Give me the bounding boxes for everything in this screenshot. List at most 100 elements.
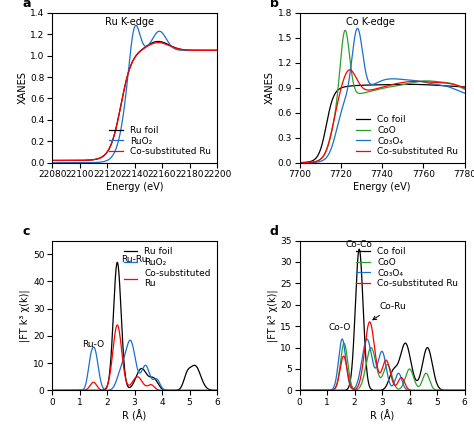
Co-substituted Ru — [457, 388, 463, 393]
X-axis label: Energy (eV): Energy (eV) — [353, 182, 411, 192]
Legend: Co foil, CoO, Co₃O₄, Co-substituted Ru: Co foil, CoO, Co₃O₄, Co-substituted Ru — [355, 113, 460, 158]
Ru foil — [115, 260, 120, 265]
Co-substituted
Ru — [129, 379, 135, 384]
Co foil — [377, 82, 383, 88]
Co-substituted
Ru — [49, 388, 55, 393]
CoO — [457, 84, 463, 89]
Co₃O₄ — [457, 388, 463, 393]
Co-substituted
Ru — [58, 388, 64, 393]
Co foil — [305, 388, 311, 393]
Co foil — [297, 388, 302, 393]
Co foil — [427, 349, 432, 354]
Co foil — [297, 160, 302, 165]
Line: RuO₂: RuO₂ — [52, 340, 217, 390]
Ru foil — [179, 382, 185, 387]
RuO₂ — [210, 388, 215, 393]
CoO — [297, 388, 302, 393]
Co₃O₄ — [377, 79, 383, 84]
Co₃O₄ — [355, 26, 360, 31]
Co-substituted Ru — [210, 48, 215, 53]
Co₃O₄ — [427, 388, 432, 393]
Co-substituted Ru — [457, 388, 463, 393]
CoO — [341, 341, 347, 346]
Co-substituted Ru — [297, 388, 302, 393]
Text: Ru K-edge: Ru K-edge — [105, 17, 154, 27]
RuO₂ — [210, 48, 215, 53]
Co₃O₄ — [462, 388, 467, 393]
Co-substituted Ru — [427, 79, 432, 85]
Co foil — [407, 82, 412, 87]
Co-substituted
Ru — [210, 388, 215, 393]
X-axis label: R (Å): R (Å) — [122, 410, 147, 421]
Co foil — [356, 247, 362, 252]
Text: d: d — [270, 225, 279, 238]
Co-substituted
Ru — [115, 323, 120, 328]
Text: Ru-O: Ru-O — [82, 340, 104, 349]
Co-substituted Ru — [129, 59, 135, 64]
Ru foil — [129, 382, 135, 387]
Co-substituted Ru — [347, 67, 353, 73]
Co-substituted Ru — [210, 48, 215, 53]
Co₃O₄ — [297, 160, 302, 165]
Ru foil — [129, 59, 135, 64]
Co foil — [457, 84, 463, 89]
Co-substituted Ru — [427, 388, 432, 393]
CoO — [427, 79, 432, 84]
RuO₂ — [129, 35, 135, 40]
Co₃O₄ — [364, 336, 370, 341]
Co-substituted Ru — [305, 160, 311, 165]
Text: Co-Ru: Co-Ru — [373, 302, 406, 320]
Ru foil — [179, 47, 185, 52]
Co-substituted
Ru — [179, 388, 185, 393]
CoO — [462, 388, 467, 393]
Co-substituted Ru — [457, 84, 463, 89]
Text: Co K-edge: Co K-edge — [346, 17, 395, 27]
Ru foil — [49, 388, 55, 393]
CoO — [373, 359, 378, 364]
Co foil — [462, 388, 467, 393]
Ru foil — [210, 48, 215, 53]
Co-substituted Ru — [305, 388, 311, 393]
Y-axis label: XANES: XANES — [265, 71, 275, 104]
Co foil — [427, 82, 432, 88]
Co foil — [373, 82, 378, 88]
Co-substituted Ru — [58, 158, 64, 163]
Line: Co-substituted Ru: Co-substituted Ru — [300, 322, 465, 390]
CoO — [373, 88, 378, 93]
Co-substituted Ru — [462, 85, 467, 91]
CoO — [462, 87, 467, 92]
Y-axis label: |FT k³ χ(k)|: |FT k³ χ(k)| — [267, 289, 278, 342]
Co-substituted
Ru — [210, 388, 215, 393]
Co foil — [457, 84, 463, 89]
CoO — [457, 388, 463, 393]
Line: Co foil: Co foil — [300, 249, 465, 390]
Ru foil — [210, 388, 215, 393]
Text: b: b — [270, 0, 279, 10]
Y-axis label: XANES: XANES — [18, 71, 27, 104]
RuO₂ — [128, 338, 133, 343]
Co-substituted
Ru — [125, 382, 131, 387]
CoO — [377, 375, 383, 380]
Ru foil — [155, 39, 161, 44]
RuO₂ — [58, 388, 64, 393]
CoO — [427, 377, 432, 382]
CoO — [342, 28, 348, 33]
Co₃O₄ — [377, 353, 383, 358]
Co₃O₄ — [457, 89, 463, 94]
RuO₂ — [125, 73, 131, 78]
Line: Ru foil: Ru foil — [52, 263, 217, 390]
RuO₂ — [210, 388, 215, 393]
Line: Co-substituted
Ru: Co-substituted Ru — [52, 325, 217, 390]
RuO₂ — [129, 342, 135, 347]
Co foil — [462, 85, 467, 90]
Co-substituted Ru — [462, 388, 467, 393]
Co₃O₄ — [305, 388, 311, 393]
Line: CoO: CoO — [300, 30, 465, 163]
Text: Ru-Ru: Ru-Ru — [121, 255, 147, 264]
CoO — [457, 388, 463, 393]
Co-substituted Ru — [214, 48, 220, 53]
RuO₂ — [179, 48, 185, 53]
Ru foil — [58, 158, 64, 163]
Co-substituted Ru — [367, 319, 373, 324]
CoO — [305, 160, 311, 165]
